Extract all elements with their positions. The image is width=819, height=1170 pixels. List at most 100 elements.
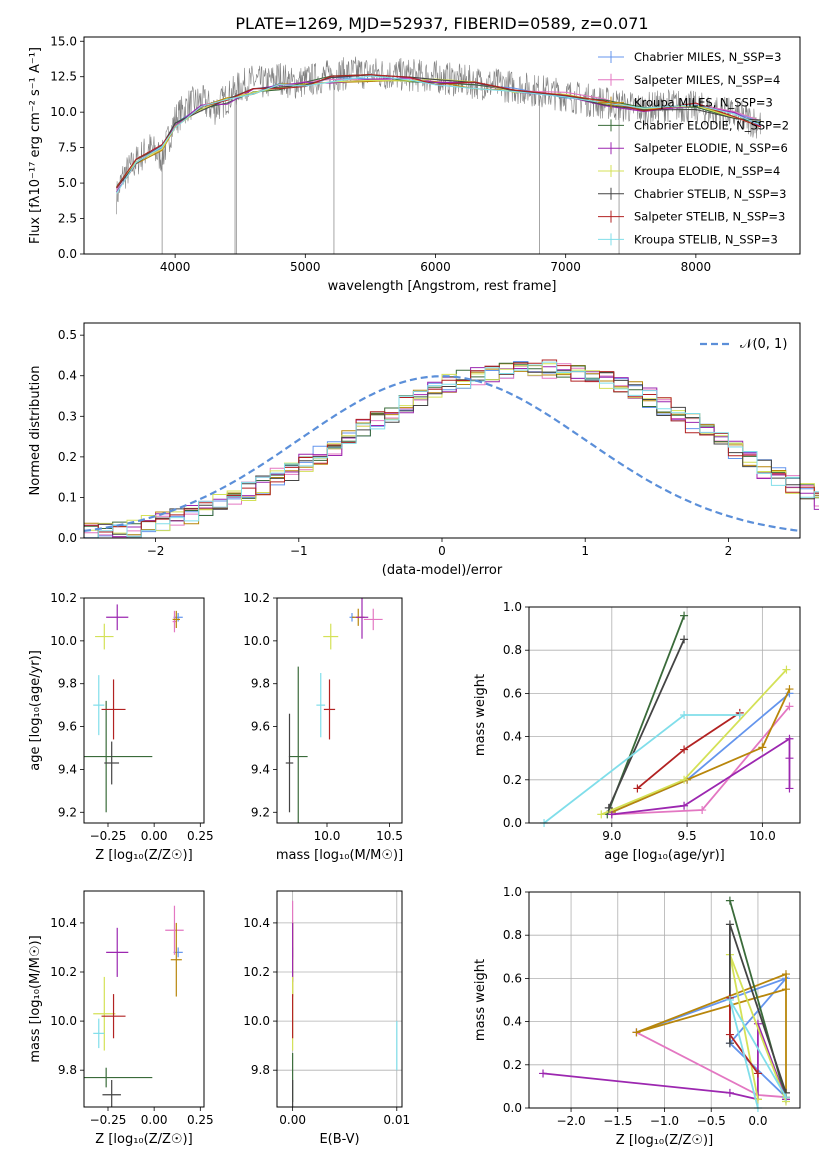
y-tick-label: 10.0 [50,1014,77,1028]
x-axis-label: (data-model)/error [382,563,503,578]
weight-line-6 [607,639,685,809]
y-tick-label: 0.2 [503,1058,522,1072]
weight-marker-8 [725,996,734,1004]
y-axis-label: age [log₁₀(age/yr)] [28,650,43,771]
y-tick-label: 1.0 [503,600,522,614]
y-tick-label: 10.2 [50,965,77,979]
x-tick-label: 0.25 [187,829,214,843]
y-tick-label: 9.6 [251,720,270,734]
weight-marker-2 [785,685,794,694]
x-tick-label: 9.0 [602,829,621,843]
y-axis-label: mass [log₁₀(M/M☉)] [28,935,43,1062]
legend-label-5: Kroupa ELODIE, N_SSP=4 [634,164,780,178]
x-tick-label: 2 [725,544,733,558]
y-tick-label: 10.2 [243,965,270,979]
y-axis-label: Normed distribution [28,366,43,496]
legend-label-7: Salpeter STELIB, N_SSP=3 [634,210,785,224]
legend-label-1: Salpeter MILES, N_SSP=4 [634,73,780,87]
weight_vs_age-panel: 9.0 9.5 10.0 0.0 0.2 0.4 0.6 0.8 1.0 age [log₁₀(a… [473,600,801,863]
weight-marker-5 [782,665,791,674]
y-tick-label: 0.8 [503,643,522,657]
x-axis-label: age [log₁₀(age/yr)] [604,848,725,863]
weight-marker-3 [725,896,734,905]
x-tick-label: −1.0 [650,1114,679,1128]
axes-frame [276,597,403,824]
y-tick-label: 10.0 [50,634,77,648]
mass_vs_Z-panel: −0.25 0.00 0.25 9.8 10.0 10.2 10.4 Z [log₁₀(Z/Z… [28,890,214,1147]
weight-line-7 [636,712,741,790]
y-tick-label: 1.0 [503,885,522,899]
weight-marker-2 [632,1028,641,1037]
y-tick-label: 0.0 [58,531,77,545]
weight-marker-1 [698,806,707,815]
y-tick-label: 0.8 [503,928,522,942]
normal-reference-curve [83,375,801,532]
x-tick-label: 0.0 [748,1114,767,1128]
y-tick-label: 0.4 [58,369,77,383]
y-tick-label: 9.8 [58,1063,77,1077]
y-tick-label: 0.4 [503,1015,522,1029]
weight-marker-5 [680,775,689,784]
plot-panels: 4000 5000 6000 7000 80000.02.55.07.510.012.5… [28,34,819,1148]
x-tick-label: 0.00 [141,829,168,843]
x-tick-label: 0.25 [187,1113,214,1127]
weight-line-7 [729,997,759,1074]
weight-marker-5 [597,810,606,819]
x-tick-label: 10.0 [314,829,341,843]
y-tick-label: 0.6 [503,686,522,700]
residuals-panel: −2 −1 0 1 2 0.0 0.1 0.2 0.3 0.4 0.5 (data-model)/er… [28,322,819,578]
x-tick-label: 6000 [420,260,451,274]
weight-marker-4 [607,810,616,819]
weight-marker-6 [604,803,613,812]
y-tick-label: 10.0 [243,634,270,648]
y-tick-label: 7.5 [58,141,77,155]
weight-marker-7 [633,784,642,793]
weight-marker-1 [785,702,794,711]
y-tick-label: 0.5 [58,328,77,342]
y-tick-label: 9.4 [58,762,77,776]
weight-marker-8 [735,711,744,719]
weight-marker-6 [725,920,734,929]
x-tick-label: 0 [438,544,446,558]
axes-frame [83,322,801,539]
age_vs_mass-panel: 10.0 10.5 9.2 9.4 9.6 9.8 10.0 10.2 mass [log₁₀(… [243,591,403,863]
legend-label-2: Kroupa MILES, N_SSP=3 [634,96,773,110]
weight_vs_Z-panel: −2.0 −1.5 −1.0 −0.5 0.0 0.0 0.2 0.4 0.6 0.8 1.0 Z [… [473,885,801,1148]
y-tick-label: 10.0 [50,105,77,119]
x-tick-label: −0.25 [90,1113,127,1127]
y-tick-label: 0.0 [503,816,522,830]
y-axis-label: mass weight [473,674,488,756]
weight-marker-2 [781,970,790,979]
x-tick-label: 1 [581,544,589,558]
x-tick-label: −1.5 [603,1114,632,1128]
weight-marker-6 [725,1039,734,1048]
weight-marker-8 [781,1093,790,1102]
weight-marker-7 [680,745,689,754]
axes-frame [528,606,801,824]
y-tick-label: 0.2 [503,773,522,787]
y-tick-label: 10.2 [50,591,77,605]
y-tick-label: 9.8 [251,677,270,691]
y-tick-label: 0.0 [58,247,77,261]
x-axis-label: mass [log₁₀(M/M☉)] [276,848,403,863]
age_vs_Z-panel: −0.25 0.00 0.25 9.2 9.4 9.6 9.8 10.0 10.2 Z [log₁… [28,591,214,863]
y-tick-label: 0.0 [503,1101,522,1115]
y-tick-label: 0.2 [58,450,77,464]
weight-line-2 [636,972,787,1098]
x-tick-label: 0.00 [279,1113,306,1127]
y-tick-label: 10.4 [50,916,77,930]
figure-title: PLATE=1269, MJD=52937, FIBERID=0589, z=0… [235,14,648,33]
x-tick-label: 8000 [681,260,712,274]
weight-marker-2 [758,743,767,752]
weight-marker-4 [785,754,794,763]
axes-frame [83,36,801,255]
y-tick-label: 9.2 [251,805,270,819]
y-tick-label: 9.2 [58,805,77,819]
y-axis-label: Flux [fλ10⁻¹⁷ erg cm⁻² s⁻¹ A⁻¹] [28,47,43,244]
y-tick-label: 0.4 [503,730,522,744]
y-tick-label: 0.6 [503,971,522,985]
y-axis-label: mass weight [473,959,488,1041]
mass_vs_ebv-panel: 0.00 0.01 9.8 10.0 10.2 10.4 E(B-V) [243,890,410,1147]
x-tick-label: −2.0 [556,1114,585,1128]
